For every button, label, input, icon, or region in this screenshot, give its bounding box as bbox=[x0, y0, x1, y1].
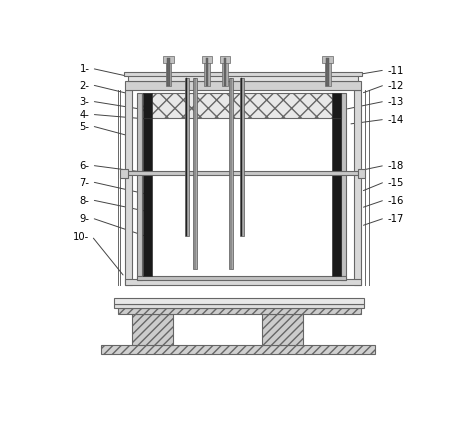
Text: 9-: 9- bbox=[80, 213, 89, 223]
Text: 2-: 2- bbox=[80, 81, 89, 91]
Bar bbox=[262, 314, 303, 345]
Bar bbox=[341, 94, 346, 281]
Bar bbox=[143, 118, 152, 276]
Bar bbox=[326, 59, 329, 87]
Bar bbox=[138, 94, 142, 281]
Bar bbox=[143, 94, 152, 118]
Bar bbox=[240, 79, 244, 237]
Text: -17: -17 bbox=[387, 213, 404, 223]
Bar bbox=[114, 305, 365, 308]
Text: -12: -12 bbox=[387, 81, 404, 91]
Text: 8-: 8- bbox=[80, 196, 89, 205]
Bar bbox=[101, 345, 375, 354]
Bar bbox=[219, 57, 230, 64]
Bar bbox=[194, 79, 195, 270]
Bar bbox=[332, 94, 341, 118]
Bar bbox=[224, 59, 226, 87]
Bar bbox=[163, 57, 174, 64]
Bar bbox=[138, 276, 346, 281]
Bar bbox=[325, 59, 331, 87]
Bar bbox=[201, 57, 213, 64]
Text: 3-: 3- bbox=[80, 97, 89, 107]
Bar bbox=[132, 314, 173, 345]
Bar bbox=[222, 59, 228, 87]
Text: 10-: 10- bbox=[73, 231, 89, 242]
Text: -11: -11 bbox=[387, 66, 404, 76]
Bar bbox=[358, 169, 365, 179]
Text: -18: -18 bbox=[387, 161, 404, 171]
Text: -14: -14 bbox=[387, 115, 404, 125]
Bar bbox=[241, 79, 242, 237]
Text: 6-: 6- bbox=[80, 161, 89, 171]
Bar bbox=[322, 57, 333, 64]
Text: 4-: 4- bbox=[80, 110, 89, 120]
Bar bbox=[118, 308, 361, 314]
Bar bbox=[186, 79, 187, 237]
Text: 7-: 7- bbox=[80, 177, 89, 187]
Bar bbox=[231, 79, 232, 270]
Bar bbox=[206, 59, 208, 87]
Bar bbox=[167, 59, 170, 87]
Bar bbox=[353, 90, 361, 286]
Bar bbox=[229, 79, 233, 270]
Bar bbox=[193, 79, 197, 270]
Bar bbox=[128, 76, 358, 82]
Bar bbox=[114, 298, 365, 305]
Bar bbox=[120, 169, 128, 179]
Bar bbox=[185, 79, 189, 237]
Bar bbox=[142, 94, 341, 118]
Bar bbox=[125, 279, 361, 286]
Bar bbox=[332, 118, 341, 276]
Bar bbox=[204, 59, 210, 87]
Text: -15: -15 bbox=[387, 177, 404, 187]
Text: -16: -16 bbox=[387, 196, 404, 205]
Bar bbox=[125, 82, 361, 90]
Bar bbox=[166, 59, 171, 87]
Text: 5-: 5- bbox=[80, 121, 89, 132]
Bar bbox=[126, 172, 360, 176]
Bar bbox=[124, 73, 362, 76]
Text: 1-: 1- bbox=[80, 64, 89, 74]
Text: -13: -13 bbox=[387, 97, 404, 107]
Bar bbox=[125, 90, 132, 286]
